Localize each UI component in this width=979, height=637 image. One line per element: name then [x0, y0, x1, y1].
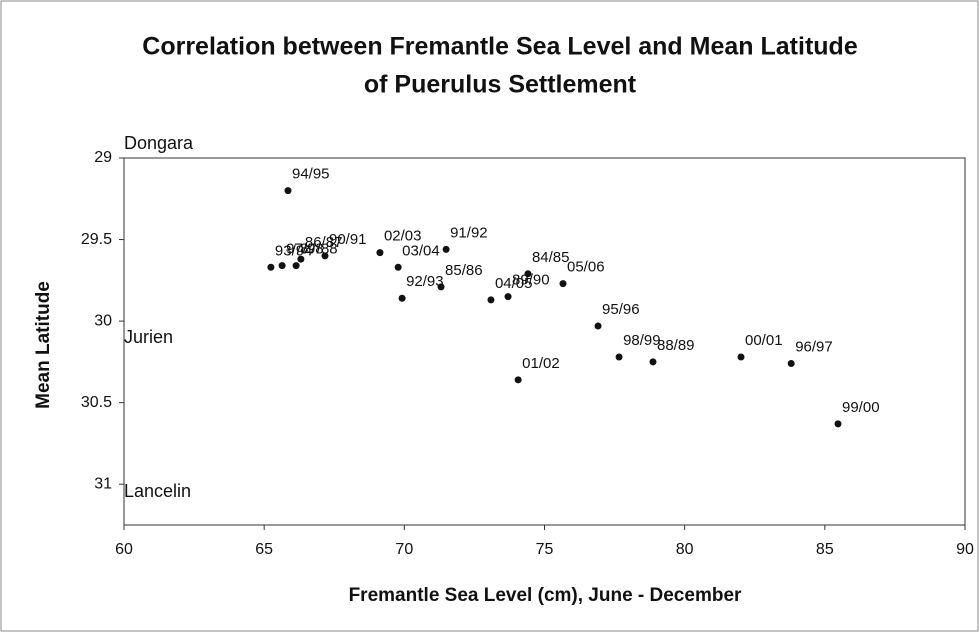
x-tick-label: 85 — [816, 541, 834, 558]
point — [297, 255, 305, 263]
point — [834, 420, 842, 428]
point-label: 87/88 — [300, 241, 338, 258]
y-tick-label: 30.5 — [81, 394, 112, 411]
point-label: 85/86 — [445, 262, 483, 279]
point — [787, 360, 795, 368]
point-label: 92/93 — [406, 273, 444, 290]
point-label: 98/99 — [623, 332, 661, 349]
point — [284, 187, 292, 195]
point-label: 02/03 — [384, 228, 422, 245]
point-label: 99/00 — [842, 399, 880, 416]
point — [398, 294, 406, 302]
point-label: 88/89 — [657, 337, 695, 354]
y-axis-title: Mean Latitude — [33, 281, 54, 409]
annotation: Jurien — [124, 327, 173, 347]
point — [442, 245, 450, 253]
x-tick-label: 70 — [395, 541, 413, 558]
point — [559, 280, 567, 288]
point — [267, 263, 275, 271]
point-label: 94/95 — [292, 166, 330, 183]
point — [292, 262, 300, 270]
point — [504, 293, 512, 301]
point-label: 05/06 — [567, 259, 605, 276]
point — [524, 270, 532, 278]
point-label: 86/87 — [305, 234, 343, 251]
y-tick-label: 29.5 — [81, 231, 112, 248]
point — [594, 322, 602, 330]
point — [321, 252, 329, 260]
point-label: 84/85 — [532, 249, 570, 266]
point — [514, 376, 522, 384]
point-label: 91/92 — [450, 224, 488, 241]
annotation: Dongara — [124, 133, 194, 153]
point — [737, 353, 745, 361]
point-label: 00/01 — [745, 332, 783, 349]
point-label: 90/91 — [329, 231, 367, 248]
point-label: 96/97 — [795, 338, 833, 355]
point-label: 03/04 — [402, 242, 440, 259]
y-tick-label: 30 — [94, 312, 112, 329]
point — [615, 353, 623, 361]
x-tick-label: 75 — [536, 541, 554, 558]
point-label: 93/94 — [275, 242, 313, 259]
point — [487, 296, 495, 304]
y-tick-label: 29 — [94, 149, 112, 166]
point — [278, 262, 286, 270]
x-axis-title: Fremantle Sea Level (cm), June - Decembe… — [349, 585, 742, 606]
point-label: 95/96 — [602, 301, 640, 318]
x-tick-label: 90 — [956, 541, 974, 558]
point-label: 97/98 — [286, 241, 324, 258]
point-label: 01/02 — [522, 355, 560, 372]
chart-title: of Puerulus Settlement — [364, 71, 637, 99]
point — [649, 358, 657, 366]
annotation: Lancelin — [124, 481, 191, 501]
chart-title: Correlation between Fremantle Sea Level … — [142, 33, 858, 61]
x-tick-label: 80 — [676, 541, 694, 558]
point-label: 89/90 — [512, 272, 550, 289]
point-label: 04/05 — [495, 275, 533, 292]
x-tick-label: 60 — [115, 541, 133, 558]
point — [394, 263, 402, 271]
x-tick-label: 65 — [255, 541, 273, 558]
point — [376, 249, 384, 257]
point — [437, 283, 445, 291]
y-tick-label: 31 — [94, 475, 112, 492]
